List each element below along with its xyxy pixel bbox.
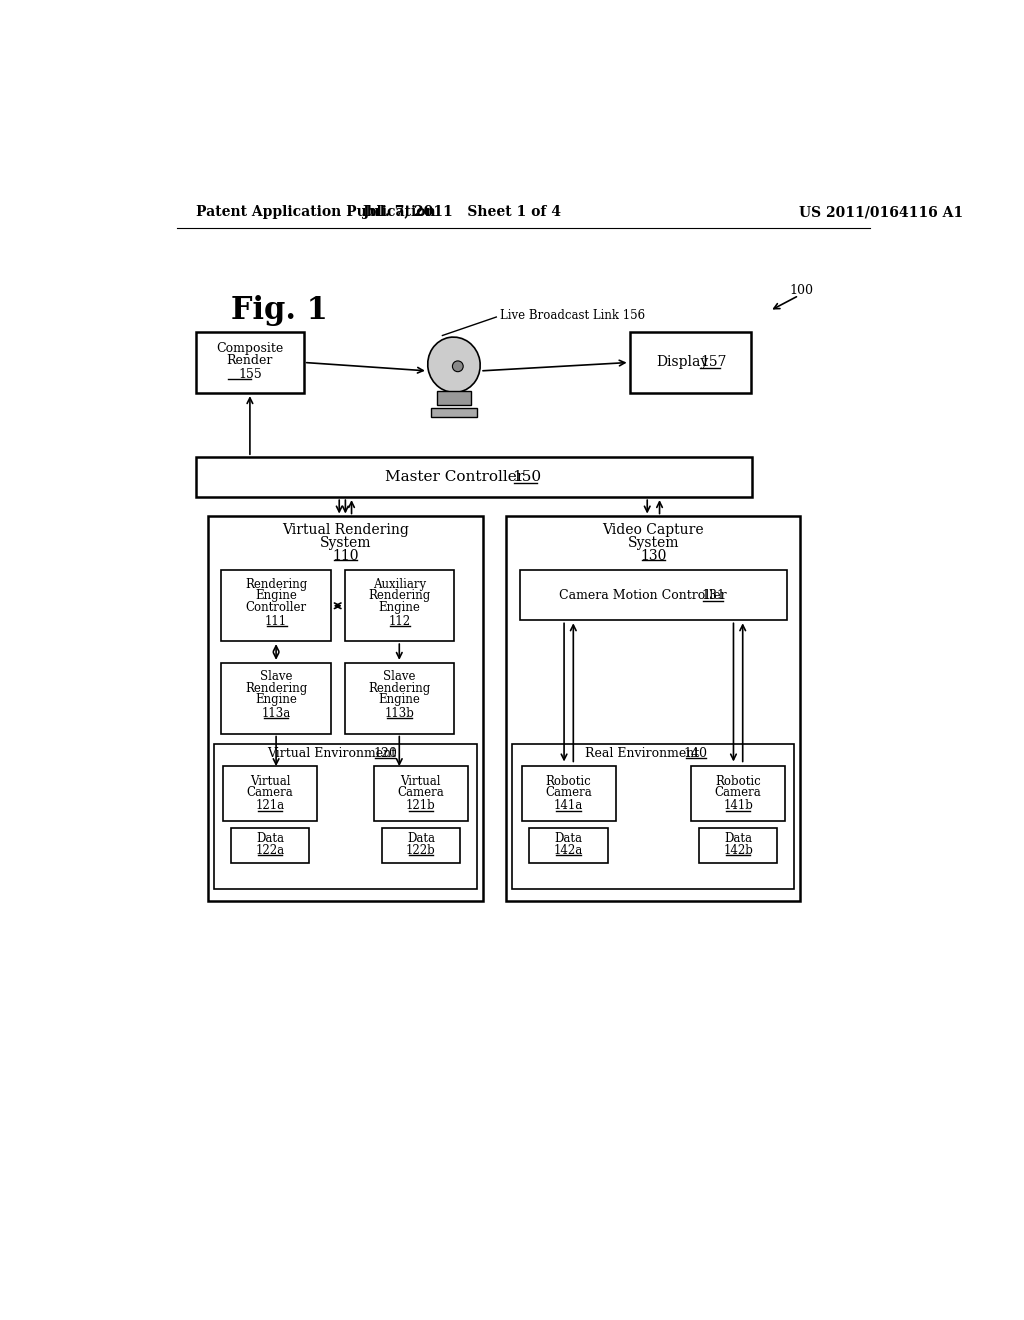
Bar: [223, 766, 316, 821]
Text: Slave: Slave: [260, 671, 292, 684]
Text: Data: Data: [555, 832, 583, 845]
Text: Video Capture: Video Capture: [602, 523, 705, 537]
Text: Camera: Camera: [397, 787, 444, 800]
Text: 111: 111: [265, 615, 287, 628]
Bar: [230, 828, 309, 863]
Bar: [691, 766, 785, 821]
Bar: [214, 744, 477, 890]
Text: Engine: Engine: [378, 693, 420, 706]
Text: Patent Application Publication: Patent Application Publication: [196, 206, 435, 219]
Text: Data: Data: [256, 832, 284, 845]
Bar: [221, 663, 331, 734]
Bar: [520, 570, 786, 620]
Text: 120: 120: [374, 747, 397, 760]
Text: Camera: Camera: [546, 787, 592, 800]
Text: US 2011/0164116 A1: US 2011/0164116 A1: [799, 206, 963, 219]
Bar: [345, 570, 454, 642]
Text: 141b: 141b: [723, 800, 753, 813]
Bar: [221, 570, 331, 642]
Text: Slave: Slave: [383, 671, 416, 684]
Text: Live Broadcast Link 156: Live Broadcast Link 156: [500, 309, 645, 322]
Text: Virtual Environment: Virtual Environment: [267, 747, 396, 760]
Text: Robotic: Robotic: [715, 775, 761, 788]
Bar: [208, 516, 483, 902]
Text: Jul. 7, 2011   Sheet 1 of 4: Jul. 7, 2011 Sheet 1 of 4: [362, 206, 561, 219]
Text: Rendering: Rendering: [245, 578, 307, 591]
Text: 122a: 122a: [255, 843, 285, 857]
Bar: [437, 391, 471, 405]
Text: Engine: Engine: [255, 693, 297, 706]
Bar: [382, 828, 460, 863]
Text: Camera Motion Controller: Camera Motion Controller: [559, 589, 726, 602]
Text: 110: 110: [332, 549, 358, 562]
Text: System: System: [628, 536, 679, 550]
Text: Rendering: Rendering: [245, 681, 307, 694]
Text: 122b: 122b: [406, 843, 436, 857]
Text: 150: 150: [512, 470, 541, 484]
Text: Engine: Engine: [255, 589, 297, 602]
Ellipse shape: [428, 337, 480, 392]
Text: System: System: [319, 536, 371, 550]
Text: 100: 100: [790, 284, 814, 297]
Text: 142a: 142a: [554, 843, 584, 857]
Bar: [512, 744, 795, 890]
Bar: [374, 766, 468, 821]
Text: Data: Data: [724, 832, 752, 845]
Text: Auxiliary: Auxiliary: [373, 578, 426, 591]
Text: 157: 157: [700, 355, 727, 370]
Bar: [506, 516, 801, 902]
Bar: [521, 766, 615, 821]
Text: Rendering: Rendering: [369, 681, 430, 694]
Ellipse shape: [453, 360, 463, 372]
Bar: [698, 828, 777, 863]
Bar: [529, 828, 608, 863]
Text: 131: 131: [701, 589, 725, 602]
Text: Camera: Camera: [247, 787, 293, 800]
Text: Master Controller: Master Controller: [385, 470, 524, 484]
Text: Camera: Camera: [715, 787, 762, 800]
Text: 130: 130: [640, 549, 667, 562]
Text: Robotic: Robotic: [546, 775, 592, 788]
Bar: [196, 457, 752, 498]
Text: Controller: Controller: [246, 601, 306, 614]
Text: 121a: 121a: [255, 800, 285, 813]
Text: Engine: Engine: [378, 601, 420, 614]
Text: 141a: 141a: [554, 800, 584, 813]
Text: Virtual Rendering: Virtual Rendering: [282, 523, 409, 537]
Text: Rendering: Rendering: [369, 589, 430, 602]
Bar: [196, 331, 304, 393]
Text: 121b: 121b: [406, 800, 436, 813]
Bar: [345, 663, 454, 734]
Text: Real Environment: Real Environment: [585, 747, 699, 760]
Text: Virtual: Virtual: [250, 775, 290, 788]
Text: 142b: 142b: [723, 843, 753, 857]
Text: 140: 140: [684, 747, 708, 760]
Text: Virtual: Virtual: [400, 775, 441, 788]
Text: 113b: 113b: [384, 708, 415, 721]
Text: Display: Display: [656, 355, 709, 370]
Text: 112: 112: [388, 615, 411, 628]
Text: Data: Data: [407, 832, 435, 845]
Bar: [431, 408, 477, 417]
Text: Render: Render: [226, 354, 273, 367]
Text: Fig. 1: Fig. 1: [230, 296, 328, 326]
Text: 113a: 113a: [261, 708, 291, 721]
Text: Composite: Composite: [216, 342, 284, 355]
Text: 155: 155: [238, 368, 262, 381]
Bar: [630, 331, 752, 393]
